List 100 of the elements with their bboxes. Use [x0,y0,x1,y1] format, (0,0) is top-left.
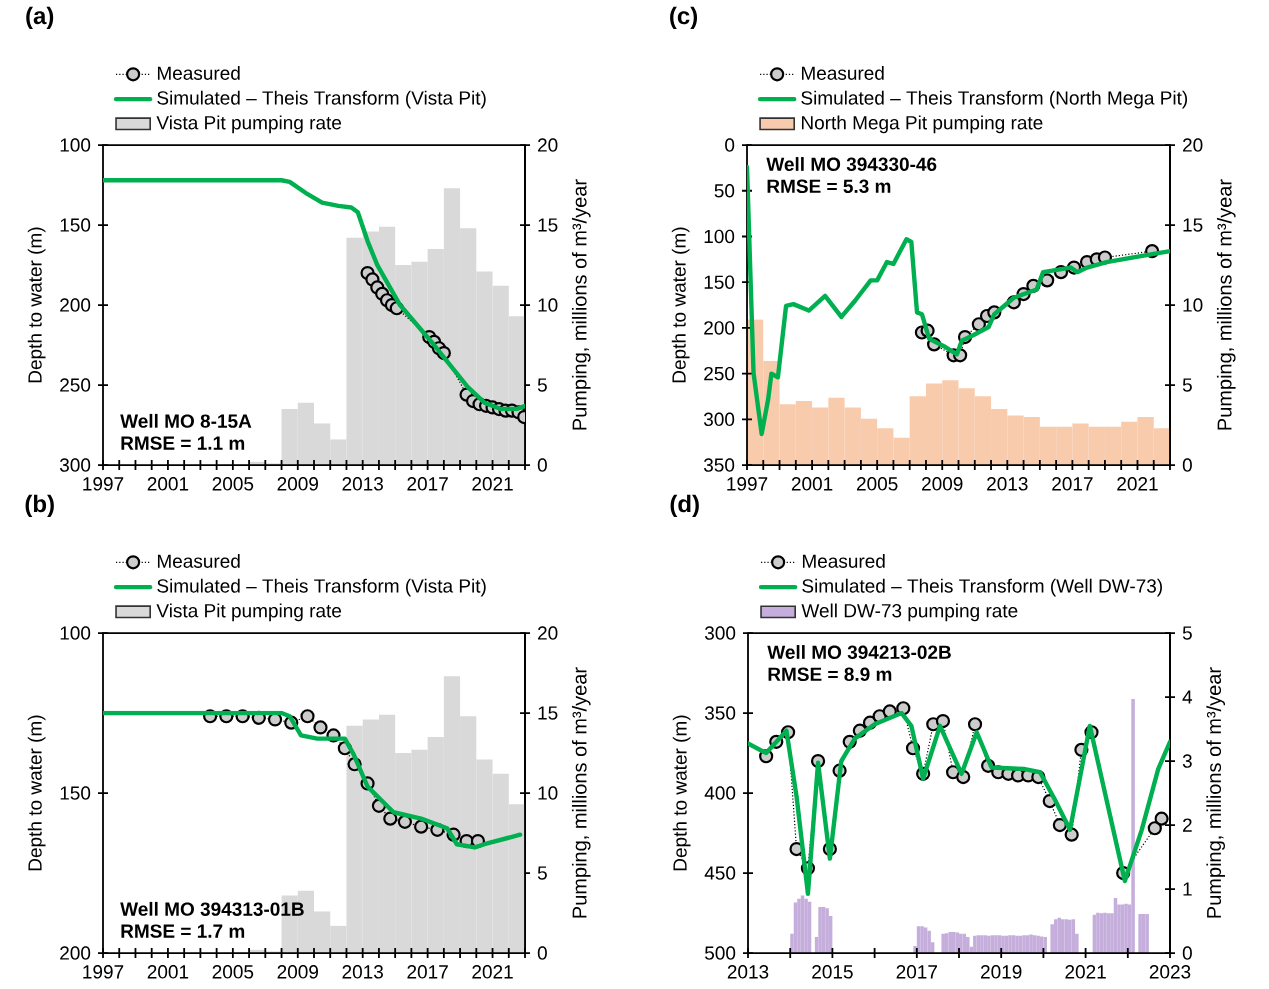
annotation: Well MO 8-15A [120,413,252,428]
legend-label: Simulated – Theis Transform (North Mega Pit) [801,90,1188,109]
x-tick-label: 2017 [407,965,448,979]
y-axis-title: Depth to water (m) [27,227,46,383]
annotation: RMSE = 5.3 m [767,179,891,194]
y2-tick-label: 20 [538,138,558,152]
y-tick-label: 150 [60,786,91,800]
y2-tick-label: 0 [1182,458,1192,472]
chart-title: (d) [670,494,699,518]
legend-label: Measured [801,65,884,80]
y-axis-title: Depth to water (m) [27,715,46,871]
x-tick-label: 2021 [1065,965,1106,979]
chart-title: (a) [26,6,54,30]
y-tick-label: 500 [705,946,736,960]
y-tick-label: 150 [704,275,735,289]
x-tick-label: 2005 [212,965,254,979]
annotation: RMSE = 1.7 m [121,924,245,938]
x-tick-label: 2017 [896,965,937,979]
y2-tick-label: 3 [1182,754,1192,768]
legend-label: Simulated – Theis Transform (Vista Pit) [157,90,486,109]
y2-tick-label: 4 [1182,690,1193,704]
x-tick-label: 2017 [407,477,448,491]
y-tick-label: 100 [60,138,91,152]
chart-title: (b) [25,494,54,518]
y2-tick-label: 0 [537,458,547,472]
y-tick-label: 450 [704,866,736,880]
x-tick-label: 1997 [83,965,124,979]
y2-axis-title: Pumping, millions of m³/year [1216,179,1236,430]
y-tick-label: 50 [714,184,735,198]
x-tick-label: 2021 [472,477,513,491]
y-tick-label: 250 [704,366,735,381]
y2-axis-title: Pumping, millions of m³/year [571,667,591,918]
y2-tick-label: 20 [538,626,558,640]
y-tick-label: 250 [60,378,91,392]
x-tick-label: 2021 [472,965,513,979]
annotation: Well MO 394330-46 [766,157,937,172]
legend-label: Vista Pit pumping rate [156,603,342,622]
x-tick-label: 2023 [1149,965,1191,979]
y-tick-label: 150 [60,218,91,232]
y2-tick-label: 0 [1182,946,1192,960]
y-tick-label: 350 [703,458,735,472]
y-tick-label: 0 [725,138,735,152]
y2-tick-label: 5 [537,866,547,880]
x-tick-label: 2005 [856,477,898,491]
y-tick-label: 400 [704,786,736,800]
y-axis-title: Depth to water (m) [672,715,691,871]
y2-tick-label: 10 [1183,298,1203,312]
x-tick-label: 2001 [147,477,189,491]
y2-tick-label: 15 [538,706,558,720]
y2-axis-title: Pumping, millions of m³/year [1206,667,1226,918]
legend-label: North Mega Pit pumping rate [801,115,1043,134]
y2-tick-label: 0 [537,946,547,960]
y2-tick-label: 10 [538,786,558,800]
x-tick-label: 2013 [342,477,383,491]
x-tick-label: 2017 [1052,477,1093,491]
x-tick-label: 2005 [212,477,254,491]
x-tick-label: 2021 [1117,477,1158,491]
y2-tick-label: 20 [1183,138,1203,152]
x-tick-label: 2019 [981,965,1022,979]
legend-label: Measured [157,553,240,568]
y2-tick-label: 5 [537,378,547,392]
x-tick-label: 2009 [277,965,318,979]
legend-label: Measured [157,65,240,80]
y-axis-title: Depth to water (m) [671,227,690,383]
x-tick-label: 2013 [342,965,383,979]
y-tick-label: 300 [59,458,91,472]
y-tick-label: 200 [60,298,91,312]
y-tick-label: 300 [704,626,736,640]
y-tick-label: 350 [704,706,736,720]
legend-label: Measured [802,553,885,568]
x-tick-label: 2001 [791,477,833,491]
x-tick-label: 2009 [922,477,963,491]
y2-tick-label: 5 [1182,626,1192,640]
annotation: RMSE = 1.1 m [121,436,245,450]
x-tick-label: 2001 [147,965,189,979]
legend-label: Simulated – Theis Transform (Well DW-73) [802,578,1162,597]
y2-tick-label: 15 [538,218,558,232]
chart-title: (c) [670,6,698,30]
y-tick-label: 200 [704,321,735,335]
legend-label: Well DW-73 pumping rate [801,603,1018,622]
y2-tick-label: 15 [1183,218,1203,232]
legend-label: Simulated – Theis Transform (Vista Pit) [157,578,486,597]
y2-tick-label: 2 [1183,818,1192,832]
y-tick-label: 100 [704,229,735,244]
x-tick-label: 1997 [727,477,768,491]
x-tick-label: 2013 [727,965,769,979]
annotation: Well MO 394213-02B [767,645,951,660]
x-tick-label: 2013 [987,477,1028,491]
y-tick-label: 200 [60,946,91,960]
x-tick-label: 2009 [277,477,318,491]
y-tick-label: 100 [60,626,91,640]
annotation: Well MO 394313-01B [120,901,304,916]
y2-tick-label: 10 [538,298,558,312]
x-tick-label: 1997 [83,477,124,491]
y2-axis-title: Pumping, millions of m³/year [571,179,591,430]
y2-tick-label: 1 [1183,882,1192,896]
legend-label: Vista Pit pumping rate [156,115,342,134]
y2-tick-label: 5 [1182,378,1192,392]
y-tick-label: 300 [703,412,735,427]
annotation: RMSE = 8.9 m [768,667,892,681]
